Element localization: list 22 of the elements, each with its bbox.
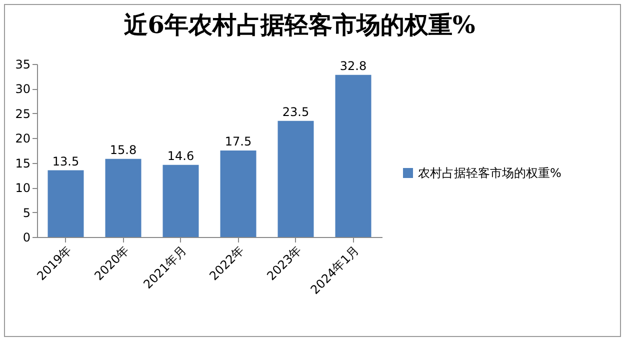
y-tick-label: 5 <box>22 206 30 220</box>
bar <box>105 158 142 237</box>
y-tick-label: 10 <box>15 181 30 196</box>
y-tick-label: 25 <box>15 106 30 121</box>
y-tick-label: 0 <box>22 230 30 244</box>
chart-title: 近6年农村占据轻客市场的权重% <box>124 10 476 39</box>
y-tick-label: 30 <box>15 82 30 96</box>
bar <box>48 170 84 237</box>
bar <box>220 150 256 237</box>
y-tick-label: 20 <box>15 132 30 146</box>
data-label: 14.6 <box>167 148 194 163</box>
data-label: 15.8 <box>110 142 137 157</box>
data-label: 13.5 <box>52 154 80 168</box>
y-tick-label: 15 <box>15 156 30 170</box>
bar <box>335 74 372 237</box>
legend-label: 农村占据轻客市场的权重% <box>418 166 562 180</box>
data-label: 17.5 <box>224 134 252 148</box>
bar <box>162 164 199 237</box>
data-label: 32.8 <box>340 58 367 73</box>
bar <box>278 120 314 237</box>
data-label: 23.5 <box>282 104 310 119</box>
y-tick-label: 35 <box>15 58 30 72</box>
